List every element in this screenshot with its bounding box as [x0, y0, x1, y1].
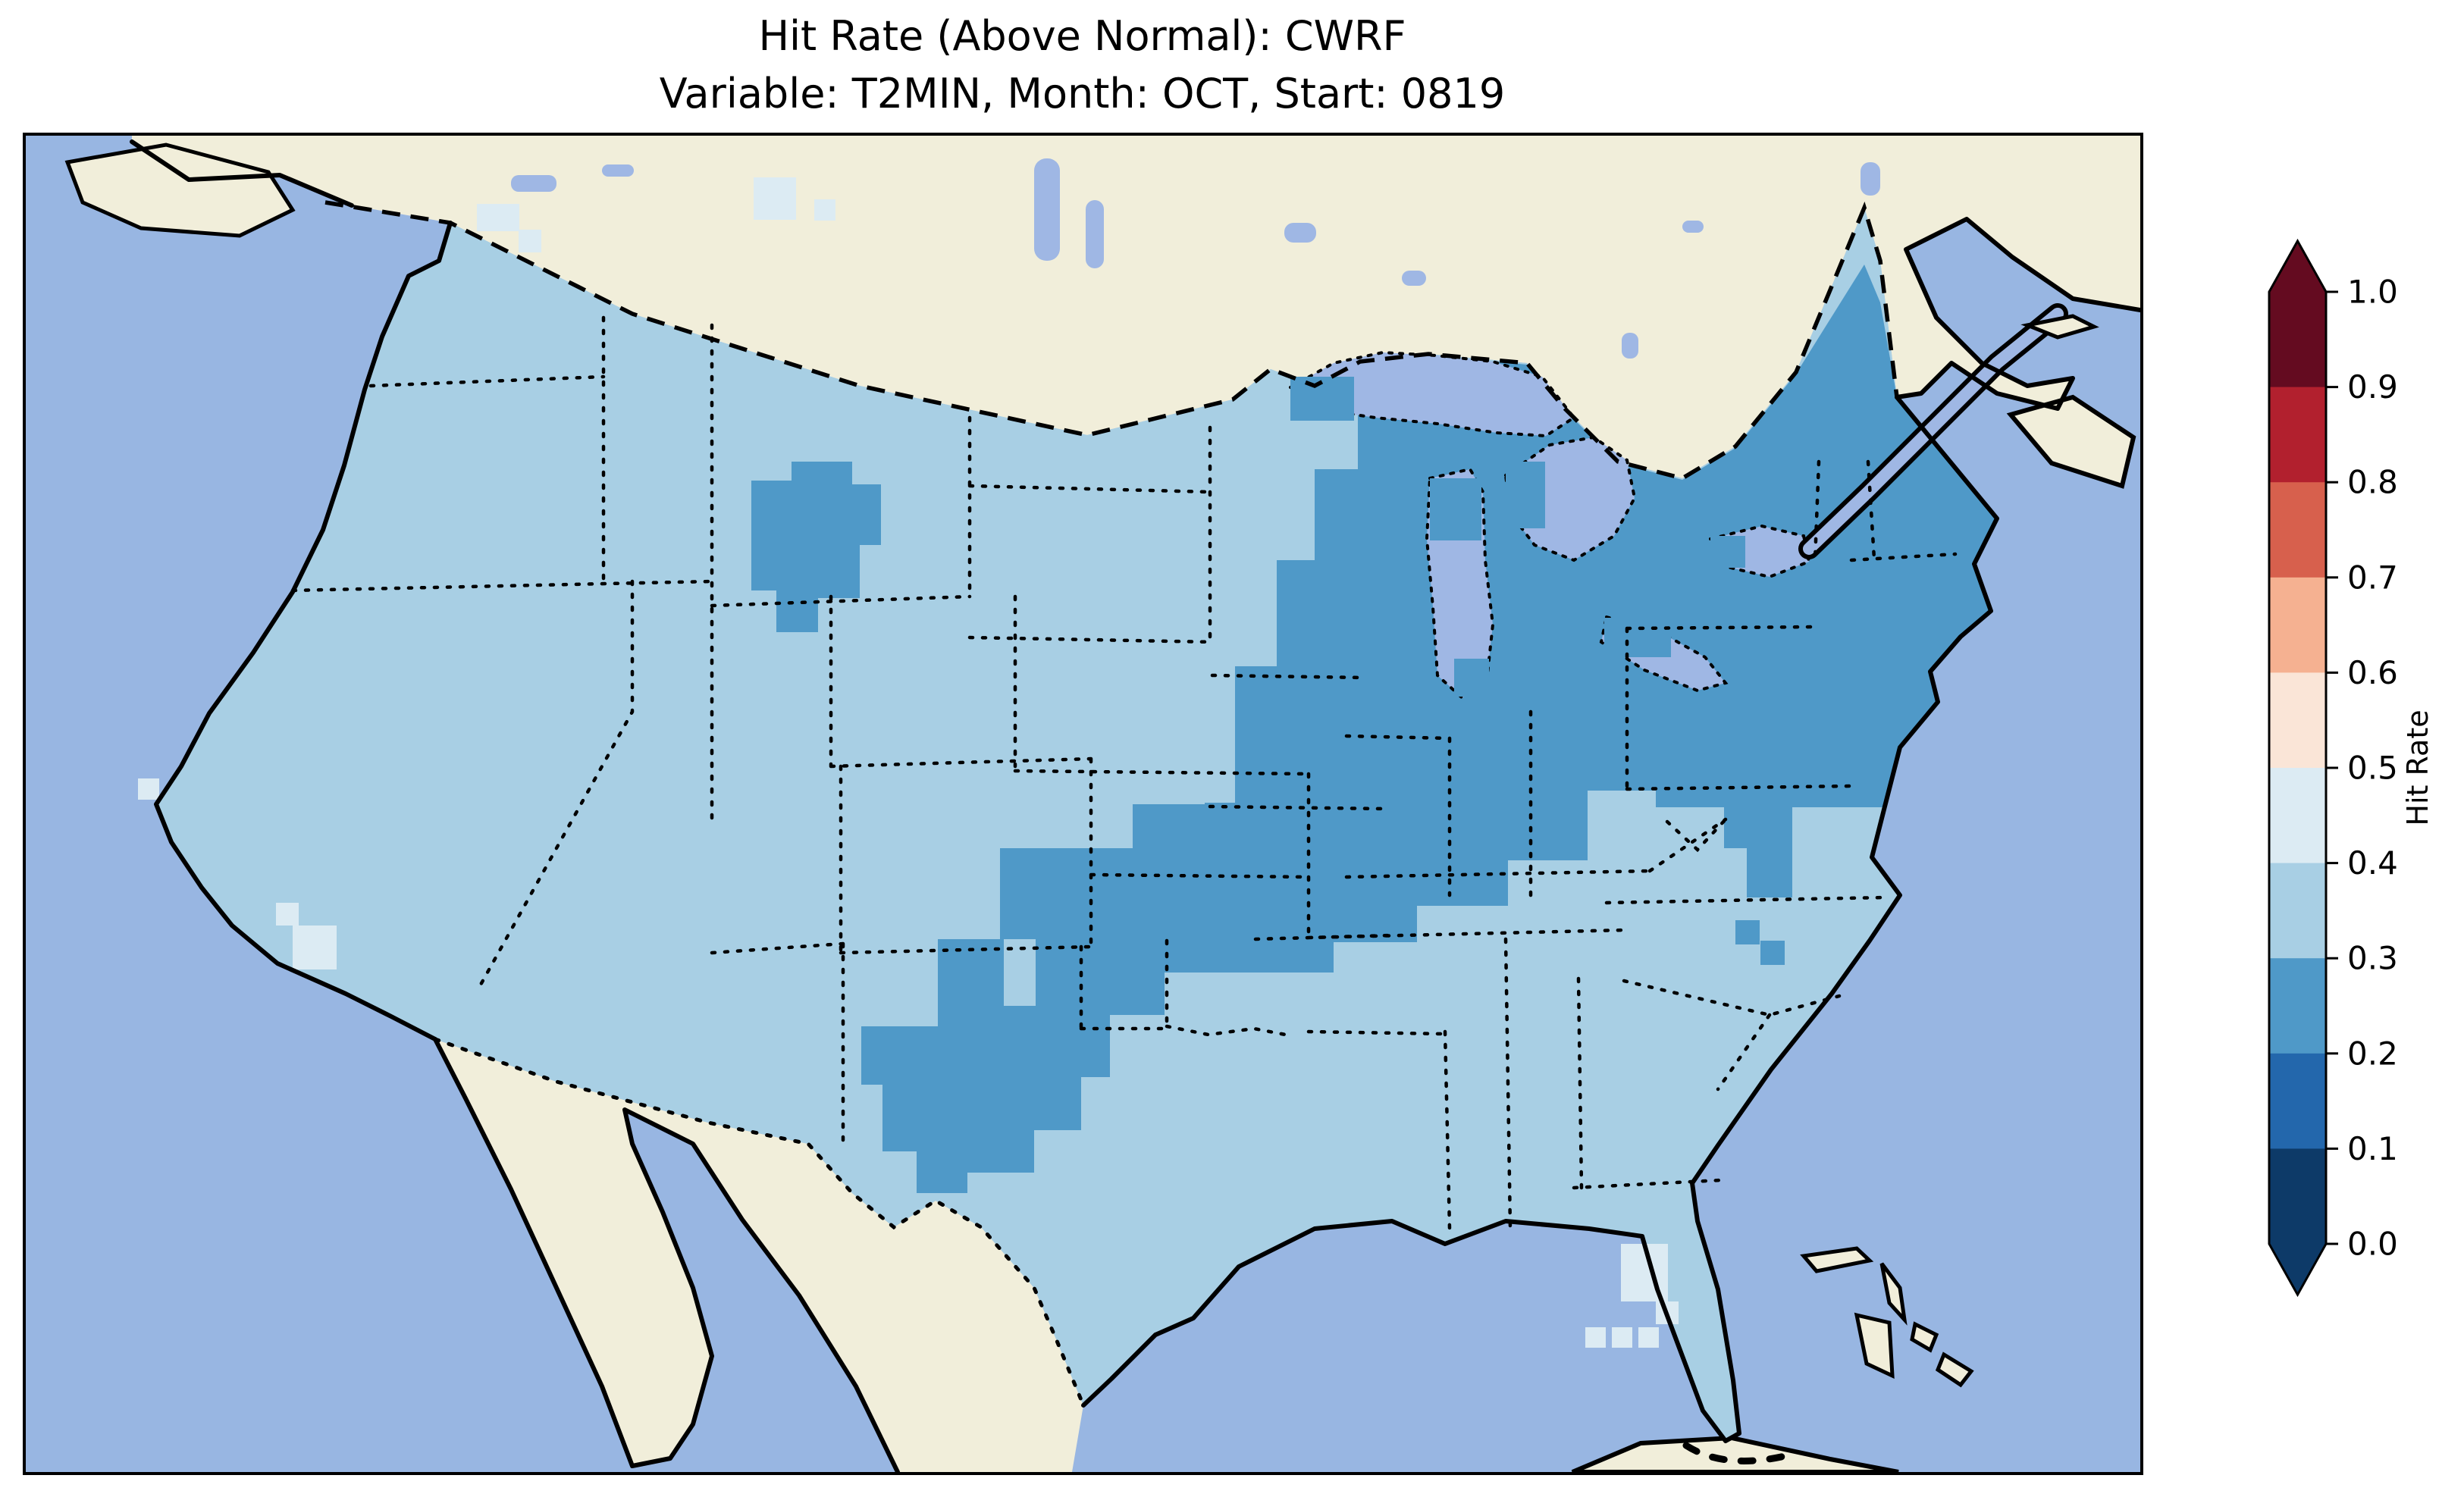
hit-rate-cell-socal-coast-2 — [293, 926, 337, 969]
st-lawrence-river — [1803, 308, 2064, 555]
cell-over-michigan-south — [1454, 659, 1489, 697]
colorbar-segment-0.1–0.2 — [2269, 1053, 2326, 1150]
lake-superior — [1287, 350, 1576, 438]
hit-rate-cell-puget-2 — [519, 230, 541, 252]
land-canada — [132, 136, 2140, 478]
colorbar-tick-label-0.1: 0.1 — [2347, 1130, 2398, 1167]
colorbar-tick-label-1.0: 1.0 — [2347, 274, 2398, 311]
colorbar-segment-0.4–0.5 — [2269, 768, 2326, 864]
cell-over-huron-west — [1506, 462, 1545, 528]
hit-rate-region-central-texas — [861, 1006, 1110, 1193]
colorbar-tick-label-0.7: 0.7 — [2347, 559, 2398, 596]
colorbar-segment-0.5–0.6 — [2269, 672, 2326, 769]
us-canada-border — [324, 200, 1899, 481]
map-panel — [23, 133, 2143, 1475]
coastline-gulf-atlantic — [1081, 395, 1999, 1443]
figure-title: Hit Rate (Above Normal): CWRF — [758, 12, 1406, 60]
hit-rate-cell-keys-2 — [1612, 1327, 1632, 1348]
hit-rate-regions-02-03 — [751, 265, 1997, 1193]
coastline-mexico-baja — [433, 1037, 900, 1472]
coastline-canada-east — [1895, 217, 2140, 411]
cell-over-ontario-west — [1710, 536, 1745, 568]
colorbar-segment-0.3–0.4 — [2269, 863, 2326, 959]
colorbar-arrow-under — [2269, 1244, 2326, 1295]
hit-rate-region-plains-texas-neck — [938, 939, 1004, 1007]
colorbar-segment-0.0–0.1 — [2269, 1148, 2326, 1245]
colorbar-tick-label-0.2: 0.2 — [2347, 1035, 2398, 1072]
coastline-pacific — [154, 221, 453, 1041]
colorbar-tick-label-0.3: 0.3 — [2347, 940, 2398, 977]
land-cuba — [1571, 1435, 1899, 1472]
colorbar-axis-label: Hit Rate — [2401, 709, 2434, 825]
hit-rate-cells-04-05 — [138, 177, 1679, 1348]
colorbar-tick-label-0.8: 0.8 — [2347, 464, 2398, 501]
hit-rate-cell-keys-1 — [1585, 1327, 1606, 1348]
hit-rate-cell-wa-inland — [754, 177, 796, 220]
colorbar-tick-label-0.0: 0.0 — [2347, 1226, 2398, 1263]
cell-over-erie-west — [1604, 618, 1671, 657]
colorbar-tick-label-0.6: 0.6 — [2347, 654, 2398, 691]
hit-rate-region-midwest-northeast — [1205, 265, 1997, 973]
coastlines — [130, 139, 2140, 1472]
colorbar-tick-label-0.5: 0.5 — [2347, 750, 2398, 787]
colorbar-segment-0.6–0.7 — [2269, 577, 2326, 674]
hit-rate-region-south-dakota-pocket — [751, 462, 881, 632]
colorbar-tick-label-0.9: 0.9 — [2347, 368, 2398, 406]
bahamas-islands — [1800, 1246, 1974, 1388]
colorbar-segment-0.8–0.9 — [2269, 387, 2326, 483]
vancouver-island — [64, 143, 296, 238]
prince-edward-island — [2020, 314, 2099, 340]
hit-rate-cell-coastal-nc-1 — [1735, 920, 1760, 944]
hit-rate-cell-coastal-nc-2 — [1760, 941, 1785, 965]
colorbar-segment-0.2–0.3 — [2269, 958, 2326, 1054]
hit-rate-region-central-plains — [1000, 804, 1207, 1015]
colorbar-segment-0.9–1.0 — [2269, 292, 2326, 388]
colorbar-arrow-over — [2269, 241, 2326, 292]
canadian-lakes — [511, 158, 1880, 359]
coastline-bc — [130, 139, 354, 208]
cell-over-michigan-north — [1430, 478, 1481, 540]
figure-subtitle: Variable: T2MIN, Month: OCT, Start: 0819 — [659, 70, 1506, 117]
florida-keys-arc — [1682, 1442, 1788, 1464]
state-borders — [290, 315, 1958, 1231]
land-mexico — [435, 1039, 1083, 1472]
us-mexico-border — [433, 1037, 1086, 1408]
hit-rate-cell-puget-1 — [477, 204, 519, 231]
colorbar: 1.0 0.9 0.8 0.7 0.6 0.5 0.4 0.3 0.2 0.1 0.0 Hit Rat… — [2268, 238, 2434, 1298]
hit-rate-cell-norcal-coast — [138, 778, 159, 800]
colorbar-tick-label-0.4: 0.4 — [2347, 844, 2398, 882]
hit-rate-cell-socal-coast-1 — [276, 903, 299, 926]
hit-rate-map — [26, 136, 2140, 1472]
colorbar-segment-0.7–0.8 — [2269, 482, 2326, 578]
hit-rate-cell-wa-inland-2 — [814, 199, 835, 221]
hit-rate-cell-keys-3 — [1638, 1327, 1659, 1348]
